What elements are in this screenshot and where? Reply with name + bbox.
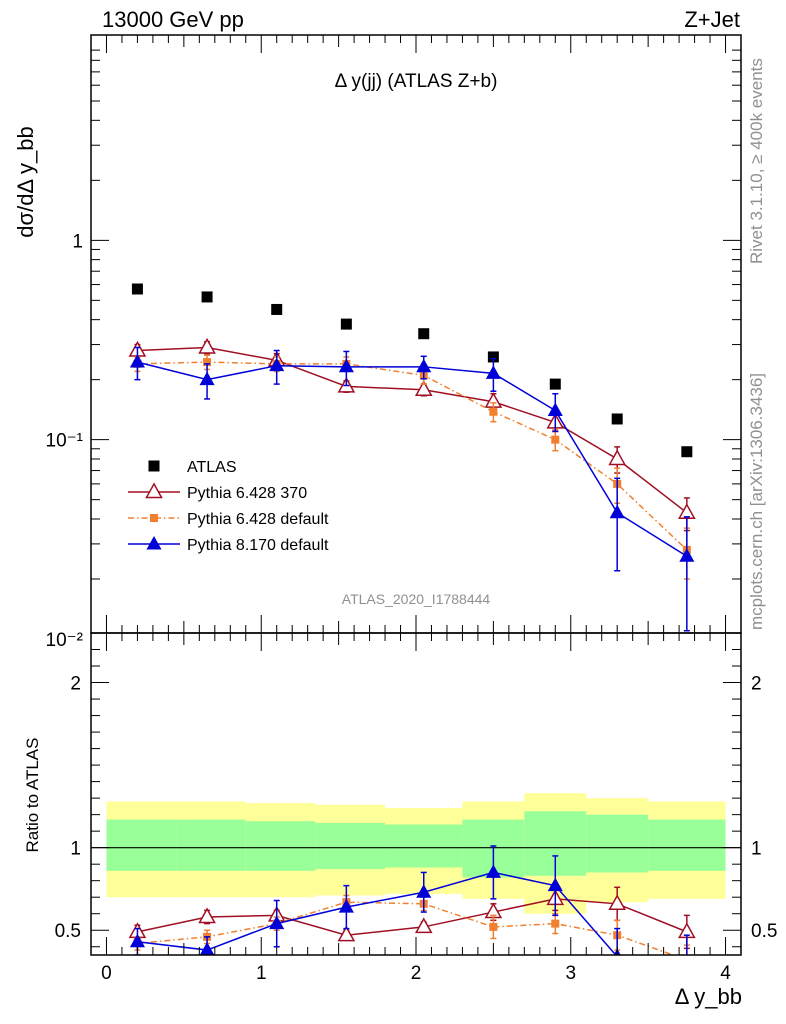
- data-point: [271, 303, 283, 315]
- ratio-point: [414, 917, 433, 934]
- uncertainty-band-inner: [315, 822, 386, 870]
- legend: ATLAS Pythia 6.428 370 Pythia 6.428 defaul…: [128, 459, 329, 554]
- ratio-ylabel: Ratio to ATLAS: [23, 738, 42, 853]
- data-point: [549, 378, 561, 390]
- ratio-panel: Ratio to ATLAS 0.5 0.5 1 1 2 2 0 1 2 3 4 Δ y_bb: [23, 632, 777, 1009]
- legend-label: ATLAS: [187, 459, 237, 476]
- data-point: [338, 358, 354, 373]
- ratio-line: [137, 901, 676, 955]
- legend-label: Pythia 8.170 default: [187, 537, 329, 554]
- ratio-y-tick-label-right: 0.5: [751, 921, 777, 942]
- x-tick-label: 4: [720, 963, 731, 984]
- data-point: [679, 548, 695, 562]
- data-point: [485, 365, 501, 379]
- data-point: [414, 380, 433, 396]
- ratio-y-tick-label-right: 2: [751, 674, 762, 695]
- ratio-point: [338, 899, 354, 913]
- ratio-point: [679, 955, 694, 969]
- data-point: [131, 283, 143, 295]
- data-point: [203, 358, 212, 367]
- ratio-frame: [90, 632, 742, 956]
- ratio-point: [198, 907, 216, 924]
- ratio-point: [416, 884, 432, 898]
- ratio-point: [489, 922, 498, 931]
- ratio-point: [485, 864, 501, 878]
- main-panel: Δ y(jj) (ATLAS Z+b) ATLAS_2020_I1788444 …: [13, 34, 742, 651]
- data-point: [487, 351, 499, 363]
- legend-marker: [150, 514, 158, 522]
- ratio-point: [129, 933, 145, 948]
- x-axis-label: Δ y_bb: [675, 984, 742, 1009]
- data-point: [547, 402, 563, 416]
- x-tick-label: 1: [256, 963, 267, 984]
- data-point: [489, 407, 498, 416]
- ratio-point: [269, 915, 285, 930]
- rivet-label: Rivet 3.1.10, ≥ 400k events: [747, 58, 766, 264]
- ratio-point: [337, 925, 356, 942]
- energy-label: 13000 GeV pp: [102, 7, 244, 32]
- data-point: [608, 449, 627, 466]
- data-point: [199, 371, 215, 386]
- data-point: [551, 435, 560, 444]
- x-tick-label: 0: [101, 963, 112, 984]
- legend-label: Pythia 6.428 370: [187, 485, 307, 502]
- data-point: [418, 328, 430, 340]
- data-point: [201, 291, 213, 303]
- x-tick-label: 3: [565, 963, 576, 984]
- uncertainty-band-inner: [106, 819, 177, 871]
- data-point: [416, 358, 432, 373]
- ratio-y-tick-label-right: 1: [751, 839, 762, 860]
- x-tick-label: 2: [411, 963, 422, 984]
- analysis-label: ATLAS_2020_I1788444: [342, 591, 491, 607]
- main-title: Δ y(jj) (ATLAS Z+b): [335, 71, 498, 92]
- uncertainty-band-inner: [648, 819, 726, 871]
- ratio-point: [199, 941, 215, 955]
- y-tick-label: 10⁻¹: [46, 431, 84, 452]
- uncertainty-band-inner: [176, 819, 246, 871]
- ratio-y-tick-label: 2: [70, 674, 81, 695]
- mcplots-label: mcplots.cern.ch [arXiv:1306.3436]: [747, 373, 766, 630]
- ratio-y-tick-label: 1: [70, 839, 81, 860]
- data-point: [269, 357, 285, 372]
- ratio-series-2: [129, 845, 694, 969]
- legend-label: Pythia 6.428 default: [187, 511, 329, 528]
- uncertainty-band-inner: [385, 824, 463, 868]
- ratio-point: [547, 877, 563, 892]
- ratio-point: [551, 919, 560, 928]
- data-point: [198, 337, 216, 354]
- ratio-point: [608, 894, 627, 911]
- main-ylabel: dσ/dΔ y_bb: [13, 126, 38, 237]
- legend-marker: [145, 482, 163, 499]
- series-3: [129, 346, 695, 632]
- data-point: [611, 413, 623, 425]
- uncertainty-band-inner: [586, 814, 649, 873]
- ratio-point: [683, 956, 691, 964]
- legend-marker: [148, 460, 160, 472]
- data-point: [129, 354, 145, 368]
- data-point: [609, 504, 625, 519]
- data-point: [340, 318, 352, 330]
- ratio-y-tick-label: 0.5: [55, 921, 81, 942]
- series-0: [131, 283, 693, 458]
- uncertainty-band-inner: [245, 821, 316, 871]
- y-tick-label: 10⁻²: [46, 630, 84, 651]
- data-point: [681, 446, 693, 458]
- y-tick-label: 1: [72, 231, 83, 252]
- legend-marker: [146, 535, 162, 550]
- process-label: Z+Jet: [684, 7, 740, 32]
